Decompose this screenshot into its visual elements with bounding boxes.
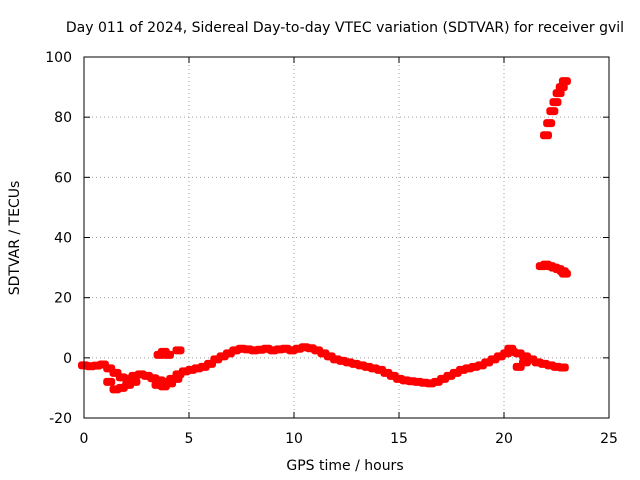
y-tick-label: -20: [49, 411, 72, 427]
data-point: [103, 377, 116, 386]
data-point: [558, 269, 571, 278]
x-axis-label: GPS time / hours: [286, 458, 403, 474]
y-tick-label: 40: [54, 231, 72, 247]
data-point: [552, 89, 565, 98]
y-axis-ticks: -20 0 20 40 60 80 100: [45, 50, 609, 427]
chart-title: Day 011 of 2024, Sidereal Day-to-day VTE…: [66, 20, 624, 36]
x-tick-label: 25: [600, 431, 618, 447]
y-tick-label: 20: [54, 291, 72, 307]
data-point: [128, 377, 141, 386]
data-points: [78, 77, 571, 394]
x-tick-label: 5: [185, 431, 194, 447]
series-low-excursion: [103, 374, 183, 394]
series-late-mid: [535, 260, 571, 278]
data-point: [519, 358, 531, 367]
data-point: [504, 344, 517, 353]
data-point: [162, 350, 174, 359]
x-axis-ticks: 0 5 10 15 20 25: [80, 57, 618, 447]
series-spikes: [153, 344, 531, 371]
data-point: [549, 98, 562, 107]
data-point: [540, 131, 552, 140]
data-point: [170, 374, 183, 383]
series-main: [78, 343, 569, 388]
data-point: [555, 83, 568, 92]
data-point: [546, 107, 559, 116]
data-point: [558, 77, 571, 86]
data-point: [556, 363, 569, 372]
y-tick-label: 100: [45, 50, 72, 66]
y-tick-label: 60: [54, 170, 72, 186]
x-tick-label: 15: [390, 431, 408, 447]
x-tick-label: 20: [495, 431, 513, 447]
data-point: [543, 119, 556, 128]
series-late-upper: [540, 77, 571, 140]
data-point: [172, 346, 185, 355]
y-tick-label: 80: [54, 110, 72, 126]
y-axis-label: SDTVAR / TECUs: [7, 181, 23, 296]
y-tick-label: 0: [63, 351, 72, 367]
x-tick-label: 10: [285, 431, 303, 447]
x-tick-label: 0: [80, 431, 89, 447]
